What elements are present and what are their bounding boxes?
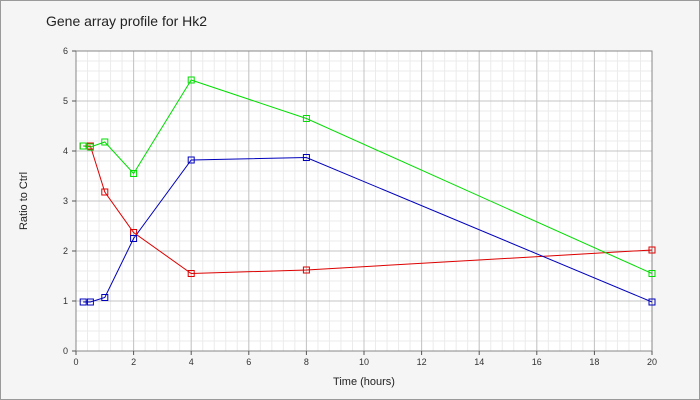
series-2-point bbox=[302, 115, 310, 122]
series-2-point bbox=[86, 143, 94, 151]
x-tick-label: 4 bbox=[189, 357, 194, 367]
series-2-point bbox=[101, 138, 109, 146]
series-3-point bbox=[648, 298, 656, 306]
y-tick-label: 4 bbox=[63, 146, 68, 156]
x-tick-label: 16 bbox=[532, 357, 542, 367]
y-tick-label: 3 bbox=[63, 196, 68, 206]
series-1-point bbox=[101, 188, 109, 196]
series-1-point bbox=[648, 246, 656, 254]
y-tick-label: 6 bbox=[63, 46, 68, 56]
series-1-point bbox=[187, 270, 195, 277]
x-tick-label: 0 bbox=[73, 357, 78, 367]
y-axis-label: Ratio to Ctrl bbox=[18, 172, 30, 230]
x-tick-label: 12 bbox=[417, 357, 427, 367]
series-1-line bbox=[83, 145, 653, 275]
x-tick-label: 6 bbox=[246, 357, 251, 367]
series-3-point bbox=[86, 298, 94, 306]
series-3-point bbox=[130, 235, 138, 242]
y-tick-label: 1 bbox=[63, 296, 68, 306]
series-3-point bbox=[79, 298, 87, 306]
x-tick-label: 18 bbox=[589, 357, 599, 367]
x-tick-label: 14 bbox=[474, 357, 484, 367]
series-2-point bbox=[648, 270, 656, 277]
series-1-point bbox=[302, 266, 310, 274]
series-3-point bbox=[302, 154, 310, 161]
series-2-point bbox=[187, 76, 195, 84]
series-3-point bbox=[101, 294, 109, 301]
x-axis-label: Time (hours) bbox=[333, 376, 395, 388]
series-3-line bbox=[83, 156, 653, 303]
chart-title: Gene array profile for Hk2 bbox=[46, 13, 208, 29]
x-tick-label: 10 bbox=[359, 357, 369, 367]
series-3-point bbox=[187, 156, 195, 164]
y-tick-label: 2 bbox=[63, 246, 68, 256]
series-2-point bbox=[130, 170, 138, 177]
series-2-point bbox=[79, 142, 87, 150]
y-tick-label: 5 bbox=[63, 96, 68, 106]
y-tick-label: 0 bbox=[63, 346, 68, 356]
series-2-line bbox=[83, 79, 653, 274]
x-tick-label: 20 bbox=[647, 357, 657, 367]
x-tick-label: 8 bbox=[304, 357, 309, 367]
x-tick-label: 2 bbox=[131, 357, 136, 367]
